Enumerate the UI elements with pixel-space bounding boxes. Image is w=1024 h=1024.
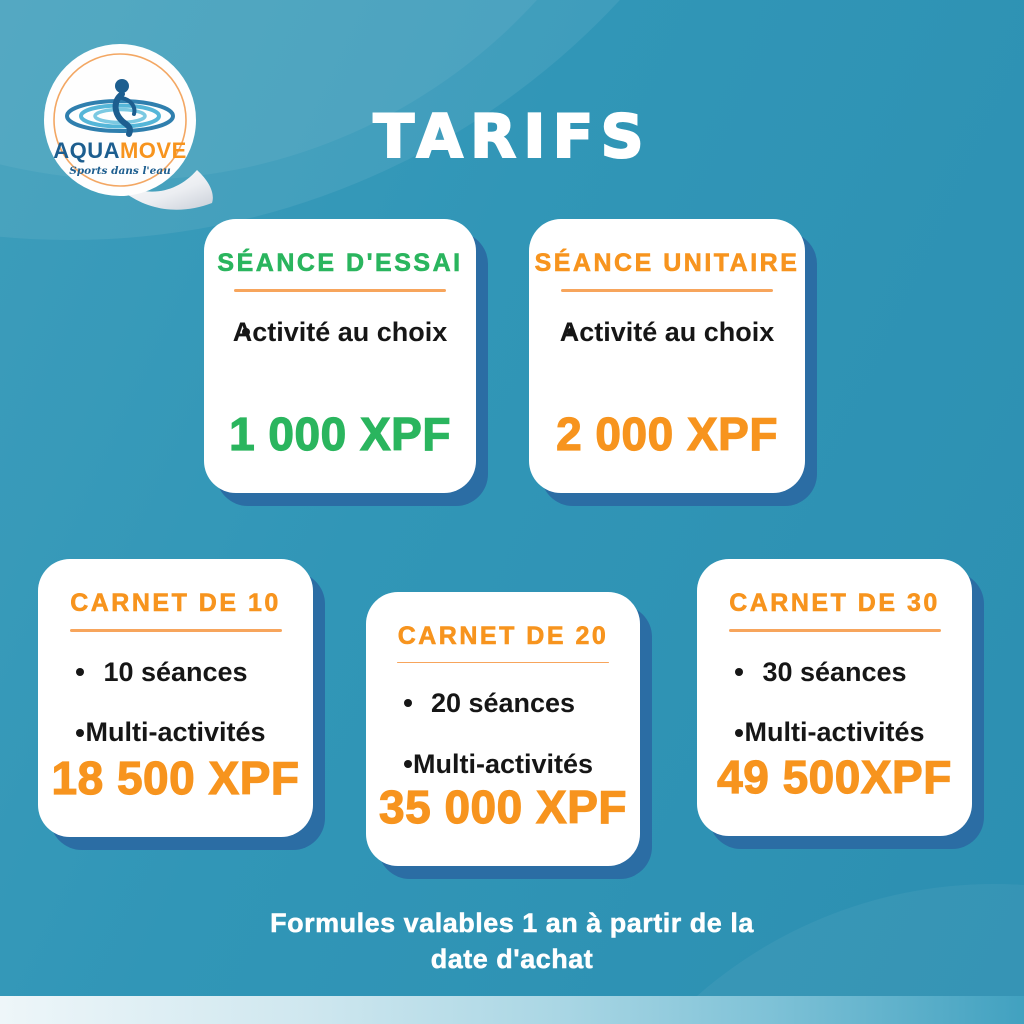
card-bullet-item: Activité au choix xyxy=(559,317,775,347)
card-price: 1 000 XPF xyxy=(228,407,451,460)
card-bullet-item: Activité au choix xyxy=(232,317,448,347)
aquamove-logo-graphic: AQUAMOVE Sports dans l'eau xyxy=(44,44,213,210)
card-price: 49 500XPF xyxy=(717,750,952,803)
card-bullet-item: Multi-activités xyxy=(384,748,622,780)
card-heading: CARNET DE 10 xyxy=(70,589,281,618)
card-heading: SÉANCE D'ESSAI xyxy=(217,249,463,278)
card-price: 35 000 XPF xyxy=(378,780,627,833)
bullet-dot-icon xyxy=(735,668,743,677)
price-card-carnet-10: CARNET DE 10 10 séances Multi-activités … xyxy=(38,559,313,837)
bottom-gradient-strip xyxy=(0,996,1024,1024)
card-bullet-item: 20 séances xyxy=(384,687,622,719)
footer-note: Formules valables 1 an à partir de la da… xyxy=(0,905,1024,978)
logo-brand-text: AQUAMOVE xyxy=(53,138,187,163)
bullet-dot-icon xyxy=(404,699,412,708)
bullet-dot-icon xyxy=(76,668,84,677)
bullet-dot-icon xyxy=(404,759,412,768)
card-bullet-item: Multi-activités xyxy=(715,716,954,748)
card-price: 18 500 XPF xyxy=(51,751,300,804)
card-price: 2 000 XPF xyxy=(555,407,778,460)
price-card-carnet-20: CARNET DE 20 20 séances Multi-activités … xyxy=(366,592,640,866)
bullet-dot-icon xyxy=(567,328,575,337)
bullet-dot-icon xyxy=(735,728,743,737)
heading-underline xyxy=(234,289,446,292)
card-bullet-item: Multi-activités xyxy=(56,716,295,748)
logo-tagline: Sports dans l'eau xyxy=(69,165,171,177)
card-heading: SÉANCE UNITAIRE xyxy=(534,249,800,278)
heading-underline xyxy=(561,289,773,292)
card-items: 10 séances Multi-activités xyxy=(56,656,295,749)
sticker-ring xyxy=(53,53,187,187)
heading-underline xyxy=(69,629,282,632)
card-items: 30 séances Multi-activités xyxy=(715,656,954,749)
card-bullet-item: 10 séances xyxy=(56,656,295,688)
heading-underline xyxy=(728,629,941,632)
heading-underline xyxy=(397,662,609,664)
card-heading: CARNET DE 30 xyxy=(729,589,940,618)
bullet-dot-icon xyxy=(76,728,84,737)
swimmer-icon xyxy=(112,79,137,137)
price-card-carnet-30: CARNET DE 30 30 séances Multi-activités … xyxy=(697,559,972,836)
card-bullet-item: 30 séances xyxy=(715,656,954,688)
price-card-seance-dessai: SÉANCE D'ESSAI Activité au choix 1 000 X… xyxy=(204,219,476,493)
price-card-seance-unitaire: SÉANCE UNITAIRE Activité au choix 2 000 … xyxy=(529,219,805,493)
card-items: 20 séances Multi-activités xyxy=(384,687,622,780)
card-items: Activité au choix xyxy=(222,316,458,348)
footer-line-2: date d'achat xyxy=(430,944,594,975)
bullet-dot-icon xyxy=(242,328,250,337)
card-items: Activité au choix xyxy=(547,316,787,348)
card-heading: CARNET DE 20 xyxy=(397,622,609,651)
aquamove-logo: AQUAMOVE Sports dans l'eau xyxy=(40,24,218,210)
page-title: TARIFS xyxy=(372,101,651,173)
sticker-fold xyxy=(106,170,213,210)
footer-line-1: Formules valables 1 an à partir de la xyxy=(270,908,754,939)
